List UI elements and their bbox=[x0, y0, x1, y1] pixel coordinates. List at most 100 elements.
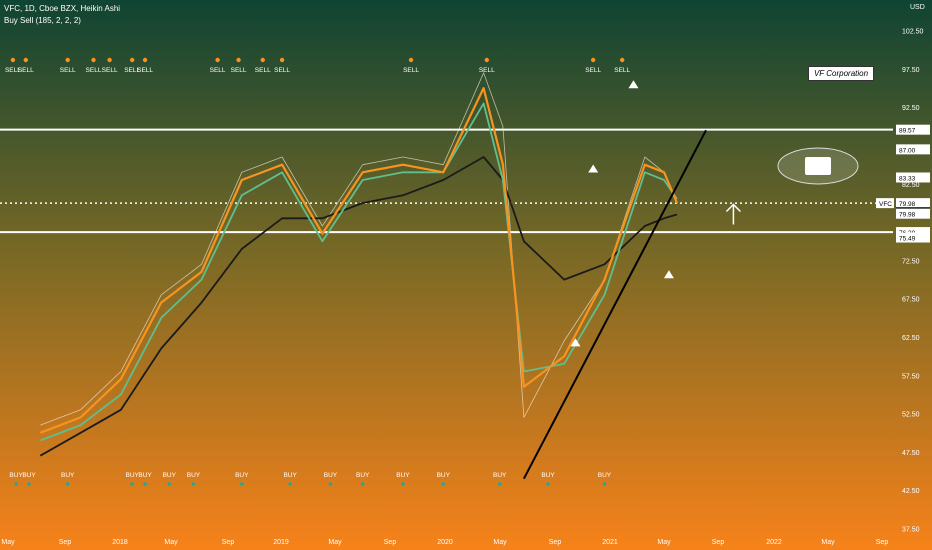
time-tick-label: 2022 bbox=[766, 539, 782, 546]
price-tick-label: 47.50 bbox=[902, 450, 920, 457]
price-tick-label: 102.50 bbox=[902, 29, 924, 36]
buy-dot-icon bbox=[401, 482, 405, 486]
trendline-layer[interactable] bbox=[522, 129, 707, 480]
buy-dot-icon bbox=[288, 482, 292, 486]
price-tick-label: 52.50 bbox=[902, 412, 920, 419]
buy-label: BUY bbox=[9, 472, 23, 479]
buy-dot-icon bbox=[167, 482, 172, 486]
price-badge bbox=[896, 232, 930, 243]
sell-label: SELL bbox=[614, 67, 630, 74]
buy-label: BUY bbox=[22, 472, 36, 479]
price-badge bbox=[896, 124, 930, 135]
triangle-up-icon bbox=[570, 338, 581, 347]
time-tick-label: May bbox=[1, 539, 15, 546]
time-tick-label: Sep bbox=[876, 539, 889, 546]
buy-label: BUY bbox=[61, 472, 75, 479]
sell-label: SELL bbox=[210, 67, 226, 74]
buy-label: BUY bbox=[138, 472, 152, 479]
sell-dot-icon bbox=[142, 57, 148, 63]
sell-label: SELL bbox=[18, 67, 34, 74]
buy-label: BUY bbox=[187, 472, 201, 479]
buy-label: BUY bbox=[493, 472, 507, 479]
sell-dot-icon bbox=[408, 57, 414, 63]
buy-label: BUY bbox=[324, 472, 338, 479]
sell-label: SELL bbox=[137, 67, 153, 74]
buy-dot-icon bbox=[497, 482, 502, 486]
sell-label: SELL bbox=[585, 67, 601, 74]
price-axis[interactable]: 37.50 42.50 47.50 52.50 57.50 62.50 67.50 72.50… bbox=[876, 29, 930, 534]
price-badge-label: 79.98 bbox=[899, 201, 916, 208]
triangle-up-icon bbox=[663, 270, 674, 279]
price-tick-label: 67.50 bbox=[902, 297, 920, 304]
buy-dot-icon bbox=[239, 482, 244, 486]
sell-label: SELL bbox=[403, 67, 419, 74]
buy-dot-icon bbox=[130, 482, 134, 486]
buy-dot-icon bbox=[546, 482, 550, 486]
sell-label: SELL bbox=[274, 67, 290, 74]
indicator-title: Buy Sell (185, 2, 2, 2) bbox=[4, 16, 81, 25]
price-badge bbox=[896, 198, 930, 209]
time-tick-label: May bbox=[657, 539, 671, 546]
sell-dot-icon bbox=[279, 57, 285, 63]
time-tick-label: Sep bbox=[549, 539, 562, 546]
buy-dot-icon bbox=[27, 482, 31, 486]
buy-label: BUY bbox=[283, 472, 297, 479]
price-tick-label: 97.50 bbox=[902, 67, 920, 74]
sell-label: SELL bbox=[255, 67, 271, 74]
buy-dot-icon bbox=[143, 482, 147, 486]
sell-label: SELL bbox=[124, 67, 140, 74]
series-layer bbox=[39, 72, 679, 457]
price-badge-label: 75.49 bbox=[899, 236, 916, 243]
buy-dot-icon bbox=[65, 482, 70, 486]
sell-label: SELL bbox=[102, 67, 118, 74]
arrow-up-icon bbox=[725, 203, 741, 225]
time-tick-label: Sep bbox=[712, 539, 725, 546]
time-tick-label: May bbox=[328, 539, 342, 546]
sell-dot-icon bbox=[484, 57, 489, 63]
buy-label: BUY bbox=[356, 472, 370, 479]
sell-dot-icon bbox=[23, 57, 28, 63]
buy-label: BUY bbox=[235, 472, 249, 479]
price-badge bbox=[896, 144, 930, 155]
sell-dot-icon bbox=[260, 57, 265, 63]
company-label: VF Corporation bbox=[808, 66, 874, 81]
sell-label: SELL bbox=[231, 67, 247, 74]
price-badge-label: 83.33 bbox=[899, 175, 916, 182]
buy-label: BUY bbox=[437, 472, 451, 479]
symbol-tag bbox=[876, 198, 894, 209]
time-tick-label: 2018 bbox=[112, 539, 128, 546]
sell-dot-icon bbox=[590, 57, 596, 63]
price-badge-label: 87.00 bbox=[899, 147, 916, 154]
buy-label: BUY bbox=[598, 472, 612, 479]
price-badge bbox=[896, 208, 930, 219]
price-badge bbox=[896, 227, 930, 238]
buy-label: BUY bbox=[125, 472, 139, 479]
symbol-title: VFC, 1D, Cboe BZX, Heikin Ashi bbox=[4, 4, 121, 13]
time-tick-label: Sep bbox=[384, 539, 397, 546]
sell-dot-icon bbox=[215, 57, 220, 63]
sell-dot-icon bbox=[65, 57, 70, 63]
sell-dot-icon bbox=[236, 57, 241, 63]
price-tick-label: 37.50 bbox=[902, 527, 920, 534]
sell-dot-icon bbox=[619, 57, 625, 63]
price-tick-label: 72.50 bbox=[902, 258, 920, 265]
time-tick-label: 2021 bbox=[602, 539, 618, 546]
sell-dot-icon bbox=[91, 57, 96, 63]
buy-dot-icon bbox=[441, 482, 446, 486]
sell-dot-icon bbox=[107, 57, 112, 63]
series-line-fast bbox=[39, 86, 679, 434]
time-axis[interactable]: May Sep 2018 May Sep 2019 May Sep 2020 May Sep 2021… bbox=[1, 539, 888, 546]
price-tick-label: 82.50 bbox=[902, 182, 920, 189]
banknote-icon bbox=[805, 157, 831, 175]
trendline[interactable] bbox=[522, 129, 707, 480]
price-tick-label: 57.50 bbox=[902, 373, 920, 380]
price-tick-label: 62.50 bbox=[902, 335, 920, 342]
price-badge-label: 89.57 bbox=[899, 128, 916, 135]
shapes-layer bbox=[570, 80, 859, 347]
horizontal-levels bbox=[0, 128, 893, 234]
series-line-long bbox=[39, 156, 678, 457]
buy-dot-icon bbox=[191, 482, 196, 486]
time-tick-label: Sep bbox=[222, 539, 235, 546]
